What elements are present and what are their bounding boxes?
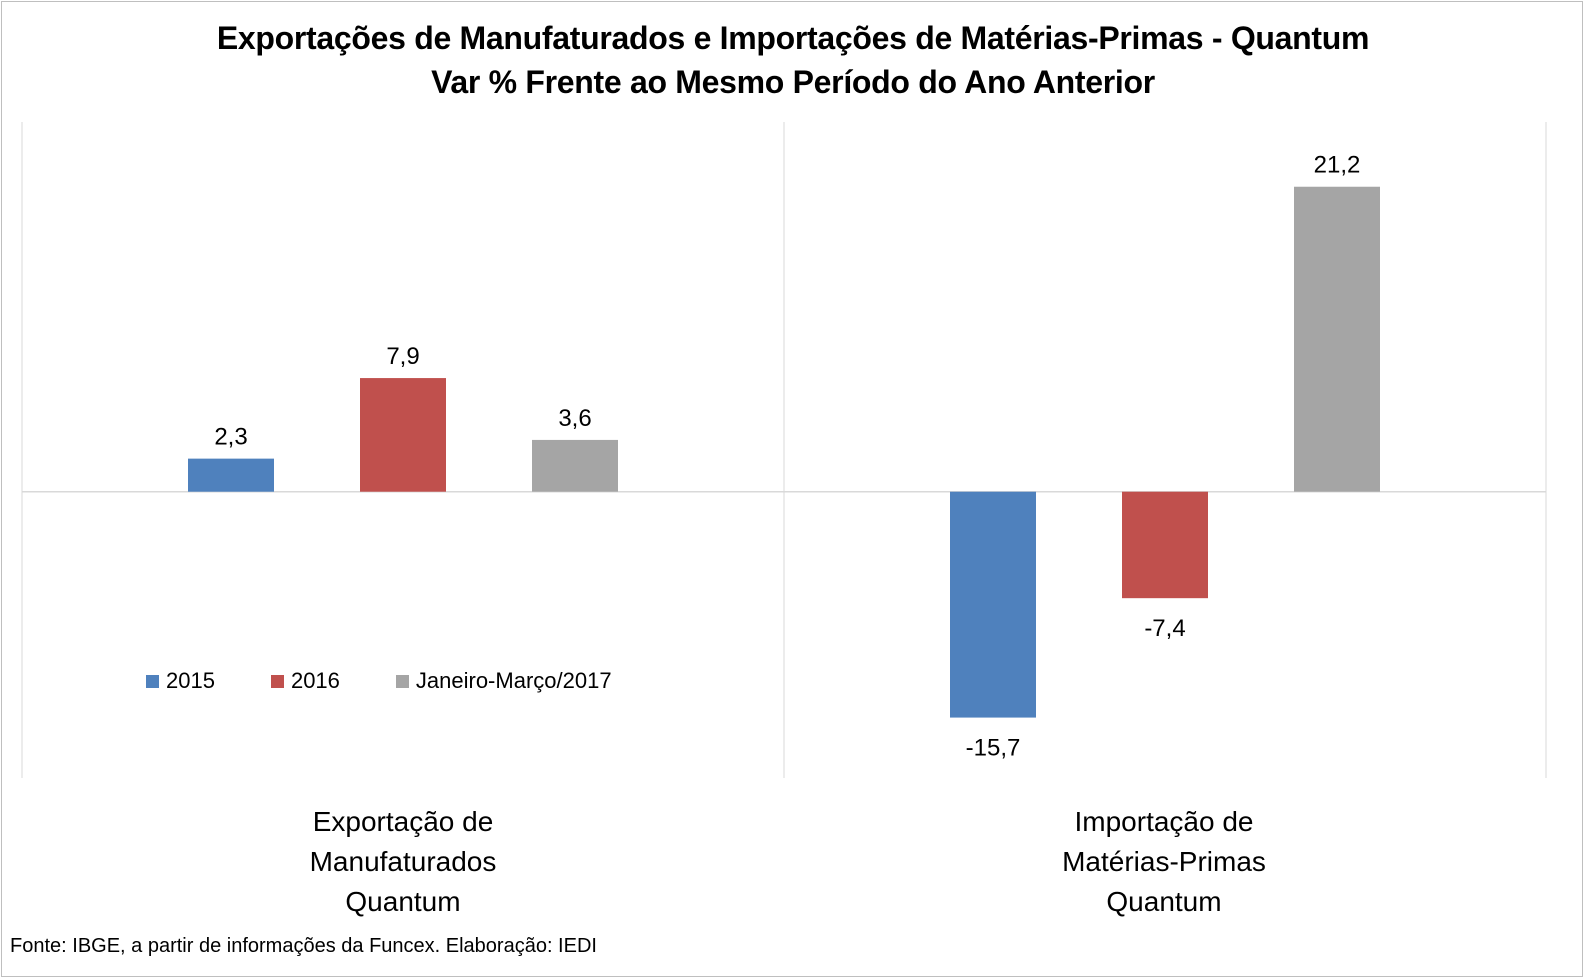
source-note: Fonte: IBGE, a partir de informações da … (10, 935, 597, 957)
data-label: 2,3 (214, 424, 247, 451)
bar-janeiro-mar-o-2017-cat1 (1294, 186, 1380, 492)
legend-item-2015: 2015 (146, 668, 215, 694)
bar-2015-cat0 (188, 458, 274, 492)
data-label: -15,7 (966, 735, 1021, 762)
legend-item-2016: 2016 (270, 668, 340, 694)
bar-janeiro-mar-o-2017-cat0 (532, 439, 618, 492)
legend-label-2016: 2016 (290, 668, 340, 693)
chart-title: Exportações de Manufaturados e Importaçõ… (216, 20, 1370, 56)
bar-2016-cat1 (1122, 491, 1208, 599)
legend-swatch-2015 (146, 674, 159, 688)
data-label: 3,6 (558, 405, 591, 432)
chart-subtitle: Var % Frente ao Mesmo Período do Ano Ant… (431, 64, 1155, 100)
legend-item-2017: Janeiro-Março/2017 (395, 668, 612, 694)
category-label-exportacao: Exportação de Manufaturados Quantum (309, 806, 497, 917)
bar-2016-cat0 (360, 378, 446, 492)
legend-swatch-2016 (270, 674, 284, 688)
bar-2015-cat1 (950, 491, 1036, 718)
legend-swatch-2017 (395, 674, 409, 688)
data-label: 21,2 (1314, 152, 1361, 179)
legend: 2015 2016 Janeiro-Março/2017 (146, 668, 668, 694)
legend-label-2015: 2015 (166, 668, 215, 693)
data-label: 7,9 (386, 343, 419, 370)
category-label-importacao: Importação de Matérias-Primas Quantum (1062, 806, 1266, 917)
legend-label-2017: Janeiro-Março/2017 (415, 668, 612, 693)
data-label: -7,4 (1144, 615, 1185, 642)
